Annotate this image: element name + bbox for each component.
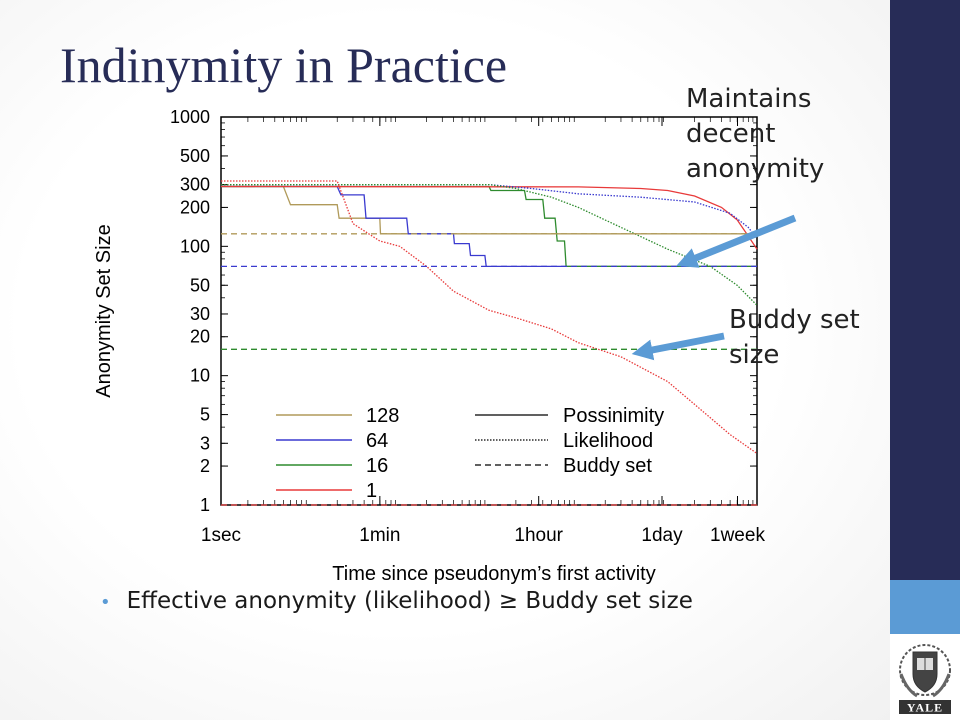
y-tick-label: 1000 <box>170 107 210 127</box>
y-tick-label: 500 <box>180 146 210 166</box>
y-tick-label: 3 <box>200 433 210 453</box>
bullet-dot: • <box>100 592 111 613</box>
bullet-item: • Effective anonymity (likelihood) ≥ Budd… <box>100 588 693 614</box>
x-tick-label: 1sec <box>201 525 241 546</box>
slide-title: Indinymity in Practice <box>60 37 508 93</box>
annotation-line: Buddy set <box>729 305 860 335</box>
series-line-128-possinimity <box>221 185 757 235</box>
logo-text: YALE <box>907 701 943 715</box>
annotation-anonymity: Maintains decent anonymity <box>686 82 824 187</box>
x-tick-label: 1day <box>641 525 683 546</box>
annotation-line: size <box>729 340 780 370</box>
y-tick-label: 30 <box>190 304 210 324</box>
annotation-buddy-set: Buddy set size <box>729 303 860 373</box>
y-tick-label: 50 <box>190 275 210 295</box>
series-line-64-possinimity <box>221 185 757 268</box>
legend-group-label: 64 <box>366 430 388 452</box>
x-tick-label: 1min <box>359 525 400 546</box>
legend-style-label: Likelihood <box>563 430 653 452</box>
y-axis-label: Anonymity Set Size <box>93 224 115 397</box>
x-tick-label: 1hour <box>514 525 563 546</box>
bullet-text: Effective anonymity (likelihood) ≥ Buddy… <box>126 588 693 614</box>
annotation-line: decent <box>686 119 776 149</box>
series-line-16-possinimity <box>221 185 757 268</box>
legend-style-label: Possinimity <box>563 405 664 427</box>
y-tick-label: 20 <box>190 327 210 347</box>
x-tick-label: 1week <box>710 525 765 546</box>
y-tick-label: 10 <box>190 366 210 386</box>
side-accent <box>890 580 960 634</box>
y-tick-label: 5 <box>200 405 210 425</box>
series-line-1-possinimity <box>220 185 758 250</box>
y-tick-label: 1 <box>200 495 210 515</box>
annotation-line: Maintains <box>686 84 812 114</box>
series-line-1-likelihood <box>221 180 758 455</box>
y-tick-label: 200 <box>180 197 210 217</box>
y-tick-label: 300 <box>180 175 210 195</box>
y-tick-label: 100 <box>180 236 210 256</box>
annotation-line: anonymity <box>686 154 825 184</box>
legend-group-label: 1 <box>366 480 377 502</box>
yale-shield-icon: YALE <box>899 644 951 715</box>
series-line-64-likelihood <box>221 183 758 239</box>
legend-group-label: 128 <box>366 405 399 427</box>
legend-group-label: 16 <box>366 455 388 477</box>
y-tick-label: 2 <box>200 456 210 476</box>
series-line-16-likelihood <box>221 183 758 306</box>
x-axis-label: Time since pseudonym’s first activity <box>332 563 655 585</box>
slide-background <box>0 0 890 720</box>
legend-style-label: Buddy set <box>563 455 652 477</box>
plot-frame <box>220 116 758 506</box>
side-bar <box>890 0 960 580</box>
